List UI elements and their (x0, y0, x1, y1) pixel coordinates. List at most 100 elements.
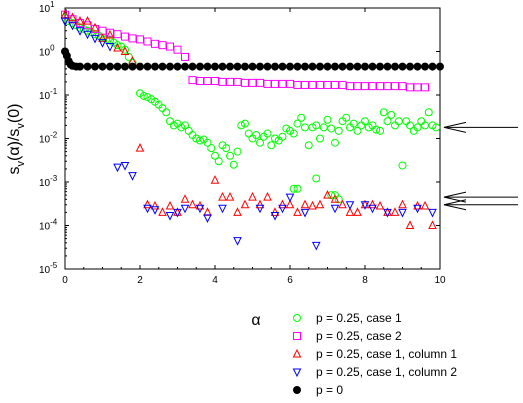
data-point (256, 138, 264, 147)
data-point (327, 124, 336, 133)
data-point (196, 136, 204, 145)
arrow (443, 121, 518, 133)
data-point (304, 141, 313, 150)
data-point (316, 62, 324, 71)
data-point (211, 62, 219, 71)
legend-label: p = 0.25, case 1 (316, 311, 402, 325)
y-tick-label: 100 (39, 44, 55, 59)
data-point (375, 200, 385, 210)
data-point (241, 78, 249, 87)
data-point (368, 204, 377, 214)
data-point (233, 147, 242, 156)
data-point (218, 62, 227, 71)
data-point (353, 126, 362, 135)
data-point (311, 241, 321, 251)
data-point (98, 33, 107, 42)
data-point (83, 62, 92, 71)
data-point (241, 62, 249, 71)
data-point (136, 35, 144, 44)
data-point (113, 163, 122, 173)
data-point (128, 34, 137, 43)
data-point (226, 62, 234, 71)
data-point (184, 126, 193, 135)
data-point (330, 194, 340, 203)
data-point (293, 119, 302, 128)
data-point (428, 220, 437, 229)
legend-entry: p = 0.25, case 1 (293, 311, 402, 325)
data-point (113, 41, 122, 50)
data-point (353, 62, 362, 71)
data-point (301, 123, 309, 132)
data-point (181, 121, 189, 130)
arrow (443, 191, 518, 203)
data-point (323, 115, 332, 124)
x-tick-label: 0 (62, 275, 68, 286)
data-point (323, 62, 332, 71)
data-point (226, 151, 234, 160)
data-point (428, 121, 437, 130)
data-point (289, 129, 298, 138)
data-point (83, 30, 92, 40)
data-point (406, 83, 414, 92)
data-point (330, 204, 340, 214)
data-point (394, 117, 403, 126)
data-point (353, 82, 362, 91)
data-point (376, 62, 384, 71)
data-point (316, 80, 324, 89)
data-point (308, 200, 317, 210)
data-point (293, 62, 302, 71)
arrow-head (443, 121, 467, 133)
data-point (398, 161, 407, 170)
data-point (203, 76, 212, 85)
data-point (166, 117, 174, 126)
data-point (143, 37, 152, 46)
data-point (113, 30, 122, 39)
legend-entry: p = 0 (293, 383, 343, 397)
data-point (421, 121, 429, 130)
data-point (91, 62, 99, 71)
legend-marker (293, 332, 301, 340)
data-point (120, 46, 130, 55)
data-point (207, 144, 216, 153)
data-point (421, 62, 429, 71)
data-point (188, 62, 197, 71)
data-point (421, 83, 429, 92)
arrow (443, 199, 518, 211)
data-point (349, 119, 358, 128)
legend-marker (293, 386, 301, 394)
data-point (240, 199, 250, 209)
data-point (293, 80, 302, 89)
arrow-head (443, 191, 467, 203)
data-point (222, 144, 231, 153)
data-point (271, 79, 279, 88)
data-point (214, 157, 223, 166)
data-point (413, 204, 422, 214)
data-point (278, 62, 287, 71)
data-point (368, 62, 377, 71)
data-point (83, 15, 92, 25)
data-point (402, 117, 411, 126)
data-point (136, 62, 144, 71)
data-point (263, 79, 272, 88)
plot-axes: 0 2 4 6 8 10 10-5 10-4 10-3 10-2 10-1 100 101 (39, 0, 446, 286)
data-point (357, 121, 366, 130)
data-point (135, 143, 145, 152)
data-point (342, 113, 351, 122)
data-point (301, 80, 309, 89)
plot-marks (60, 9, 444, 251)
y-tick-label: 10-2 (39, 131, 58, 146)
data-point (248, 62, 257, 71)
data-point (413, 62, 422, 71)
data-point (364, 123, 373, 132)
data-point (113, 62, 122, 71)
plot-frame (64, 7, 441, 270)
y-axis-title-text: sv(α)/sv(0) (6, 104, 27, 175)
data-point (331, 62, 339, 71)
data-point (345, 207, 355, 216)
data-point (390, 207, 400, 216)
annotation-arrows (443, 121, 518, 211)
y-tick-label: 10-3 (39, 174, 58, 189)
legend-label: p = 0 (316, 383, 343, 397)
data-point (169, 121, 178, 130)
data-point (331, 138, 339, 147)
